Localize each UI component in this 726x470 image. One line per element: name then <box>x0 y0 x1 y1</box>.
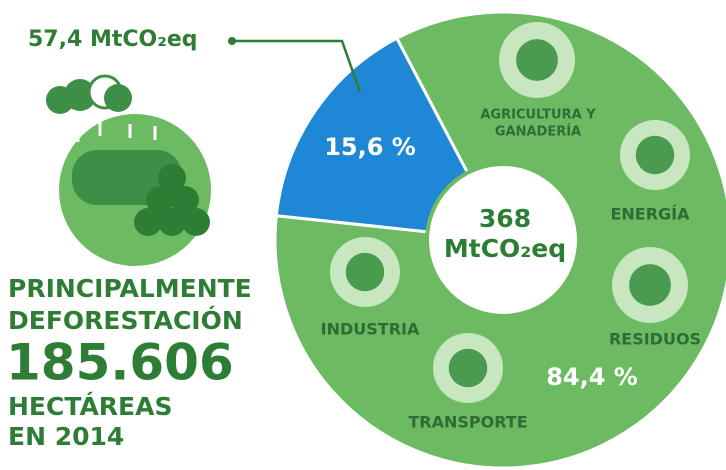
sector-label: ENERGÍA <box>610 205 690 224</box>
sector-label: INDUSTRIA <box>321 320 420 339</box>
sector-label: RESIDUOS <box>609 330 701 349</box>
deforestation-icon <box>46 74 211 266</box>
sector-label: TRANSPORTE <box>408 413 527 432</box>
sector-icon-core <box>448 348 488 388</box>
value-label: 15,6 % <box>324 133 416 161</box>
value-label: 84,4 % <box>546 363 638 391</box>
side-text: PRINCIPALMENTE DEFORESTACIÓN 185.606 HEC… <box>6 274 252 451</box>
side-line: DEFORESTACIÓN <box>8 305 243 335</box>
sector-icon-core <box>345 252 385 292</box>
sector-icon-core <box>516 39 558 81</box>
center-circle <box>425 162 581 318</box>
side-line: HECTÁREAS <box>8 392 173 421</box>
annotation-text: 57,4 MtCO₂eq <box>28 27 198 52</box>
sector-icon-core <box>635 135 675 175</box>
side-figure: 185.606 <box>6 334 234 392</box>
sector-label: GANADERÍA <box>495 124 581 140</box>
side-line: EN 2014 <box>8 422 124 451</box>
center-label: 368 <box>479 204 531 233</box>
center-label: MtCO₂eq <box>444 234 566 263</box>
sector-icon-core <box>629 264 671 306</box>
side-line: PRINCIPALMENTE <box>8 274 252 303</box>
annotation: 57,4 MtCO₂eq <box>28 27 362 93</box>
sector-label: AGRICULTURA Y <box>480 108 596 123</box>
